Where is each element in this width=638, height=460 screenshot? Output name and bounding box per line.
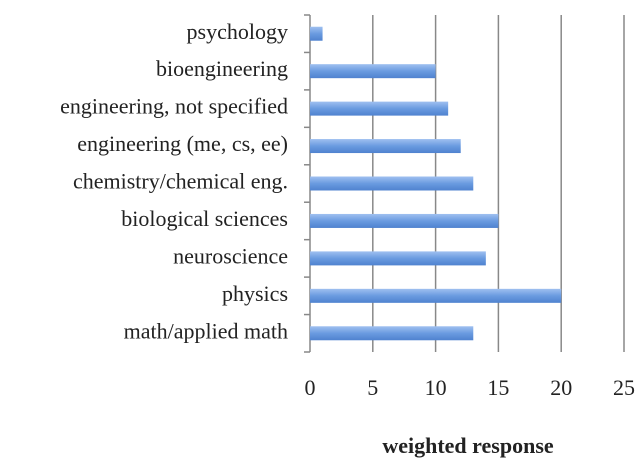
bar bbox=[310, 288, 562, 303]
bar bbox=[310, 251, 486, 266]
bar bbox=[310, 176, 474, 191]
bar bbox=[310, 326, 474, 341]
x-tick-label: 0 bbox=[305, 375, 316, 400]
bar bbox=[310, 26, 323, 41]
x-tick-label: 20 bbox=[550, 375, 572, 400]
y-tick-label: math/applied math bbox=[124, 318, 288, 343]
y-tick-label: psychology bbox=[187, 19, 288, 44]
bar bbox=[310, 101, 449, 116]
y-tick-label: engineering (me, cs, ee) bbox=[77, 131, 288, 156]
y-tick-label: chemistry/chemical eng. bbox=[73, 169, 288, 194]
x-tick-label: 10 bbox=[425, 375, 447, 400]
x-tick-label: 5 bbox=[367, 375, 378, 400]
y-tick-label: engineering, not specified bbox=[60, 94, 288, 119]
x-tick-label: 15 bbox=[487, 375, 509, 400]
y-tick-label: neuroscience bbox=[173, 243, 288, 268]
y-tick-label: biological sciences bbox=[121, 206, 288, 231]
bar bbox=[310, 139, 461, 154]
y-tick-label: physics bbox=[222, 281, 288, 306]
bar bbox=[310, 213, 499, 228]
bar bbox=[310, 64, 436, 79]
x-tick-label: 25 bbox=[613, 375, 635, 400]
x-axis-label: weighted response bbox=[382, 433, 554, 458]
y-tick-label: bioengineering bbox=[156, 56, 288, 81]
